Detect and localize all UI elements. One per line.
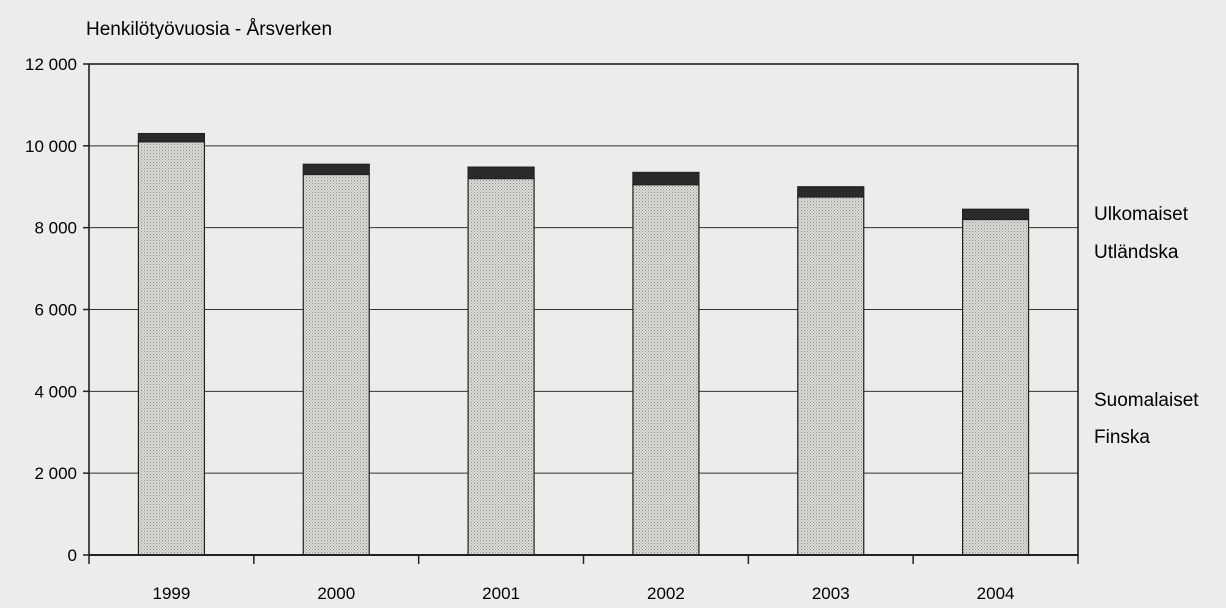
bar-utlandska	[961, 208, 1030, 221]
y-tick-label: 2 000	[34, 464, 77, 483]
bar-finska	[137, 141, 206, 556]
y-axis-title: Henkilötyövuosia - Årsverken	[86, 19, 332, 40]
legend: Ulkomaiset Utländska Suomalaiset Finska	[1094, 204, 1199, 448]
y-tick-label: 8 000	[34, 219, 77, 238]
gridlines	[89, 145, 1078, 474]
x-tick-label: 2002	[647, 584, 685, 603]
legend-label: Finska	[1094, 427, 1150, 448]
y-tick-label: 12 000	[25, 55, 77, 74]
bar-finska	[632, 184, 700, 556]
bar-finska	[961, 218, 1030, 556]
legend-label: Ulkomaiset	[1094, 204, 1189, 225]
bar-utlandska	[797, 186, 865, 198]
legend-label: Utländska	[1094, 242, 1179, 263]
y-tick-label: 10 000	[25, 137, 77, 156]
bar-utlandska	[137, 132, 206, 143]
axes: 0 2 000 4 000 6 000 8 000 10 000 12 000 1999 200…	[25, 55, 1079, 603]
bar-utlandska	[467, 166, 535, 180]
bars	[137, 132, 1030, 556]
bar-utlandska	[632, 171, 700, 186]
y-tick-label: 0	[68, 546, 77, 565]
x-tick-label: 2004	[977, 584, 1015, 603]
x-tick-label: 1999	[153, 584, 191, 603]
y-tick-label: 4 000	[34, 382, 77, 401]
y-tick-label: 6 000	[34, 301, 77, 320]
bar-utlandska	[302, 163, 370, 176]
x-tick-label: 2003	[812, 584, 850, 603]
x-tick-label: 2001	[482, 584, 520, 603]
bar-finska	[467, 177, 535, 556]
x-tick-label: 2000	[317, 584, 355, 603]
legend-label: Suomalaiset	[1094, 390, 1199, 411]
bar-finska	[302, 173, 370, 556]
bar-finska	[797, 196, 865, 556]
